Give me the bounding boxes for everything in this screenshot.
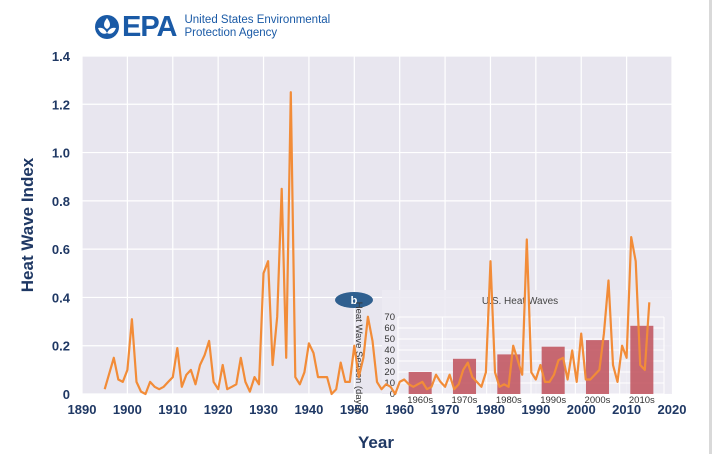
x-tick-label: 1990	[521, 402, 550, 417]
x-tick-label: 2020	[658, 402, 687, 417]
inset-category-label: 2000s	[585, 395, 611, 406]
x-tick-label: 1960	[385, 402, 414, 417]
inset-category-label: 2010s	[629, 395, 655, 406]
y-tick-label: 1.2	[52, 97, 70, 112]
inset-badge	[335, 292, 373, 308]
inset-y-axis-title: Heat Wave Season (days)	[353, 302, 364, 413]
x-tick-label: 1920	[204, 402, 233, 417]
inset-badge-label: b	[351, 295, 358, 307]
agency-name-line1: United States Environmental	[184, 14, 331, 26]
inset-y-tick-label: 10	[384, 378, 395, 389]
inset-category-label: 1980s	[496, 395, 522, 406]
logo-wordmark: EPA	[122, 11, 177, 43]
inset-y-tick-label: 60	[384, 323, 395, 334]
y-tick-label: 0.2	[52, 339, 70, 354]
y-tick-label: 1.4	[52, 49, 71, 64]
inset-y-tick-label: 70	[384, 312, 395, 323]
inset-y-tick-label: 0	[390, 389, 395, 400]
x-tick-label: 1890	[68, 402, 97, 417]
y-axis-title: Heat Wave Index	[18, 157, 37, 292]
y-tick-label: 1.0	[52, 146, 70, 161]
x-tick-label: 1950	[340, 402, 369, 417]
y-tick-label: 0.4	[52, 290, 71, 305]
x-tick-label: 1980	[476, 402, 505, 417]
x-tick-label: 1900	[113, 402, 142, 417]
y-tick-label: 0.8	[52, 194, 70, 209]
x-tick-label: 1910	[158, 402, 187, 417]
agency-name: United States Environmental Protection A…	[184, 14, 330, 40]
inset-category-label: 1970s	[452, 395, 478, 406]
x-tick-label: 2000	[567, 402, 596, 417]
y-tick-label: 0.6	[52, 242, 70, 257]
inset-bar	[541, 346, 565, 394]
y-tick-label: 0	[63, 387, 70, 402]
inset-category-label: 1990s	[540, 395, 566, 406]
inset-y-tick-label: 20	[384, 367, 395, 378]
main-axes: 1890 1900 1910 1920 1930 1940 1950 1960 1970 1980…	[52, 49, 687, 417]
x-tick-label: 2010	[612, 402, 641, 417]
inset-y-tick-label: 40	[384, 345, 395, 356]
inset-bar	[630, 325, 654, 394]
x-axis-title: Year	[358, 433, 394, 452]
x-tick-label: 1930	[249, 402, 278, 417]
agency-name-line2: Protection Agency	[184, 27, 278, 39]
heat-wave-index-line	[103, 91, 651, 396]
inset-category-label: 1960s	[407, 395, 433, 406]
epa-logo: EPA United States Environmental Protecti…	[94, 12, 330, 42]
inset-title: U.S. Heat Waves	[482, 296, 558, 307]
heat-wave-index-series	[103, 91, 651, 396]
x-tick-label: 1940	[294, 402, 323, 417]
x-tick-label: 1970	[431, 402, 460, 417]
inset-bar	[585, 340, 610, 394]
epa-flower-icon	[95, 15, 119, 39]
inset-y-tick-label: 50	[384, 334, 395, 345]
inset-y-tick-label: 30	[384, 356, 395, 367]
